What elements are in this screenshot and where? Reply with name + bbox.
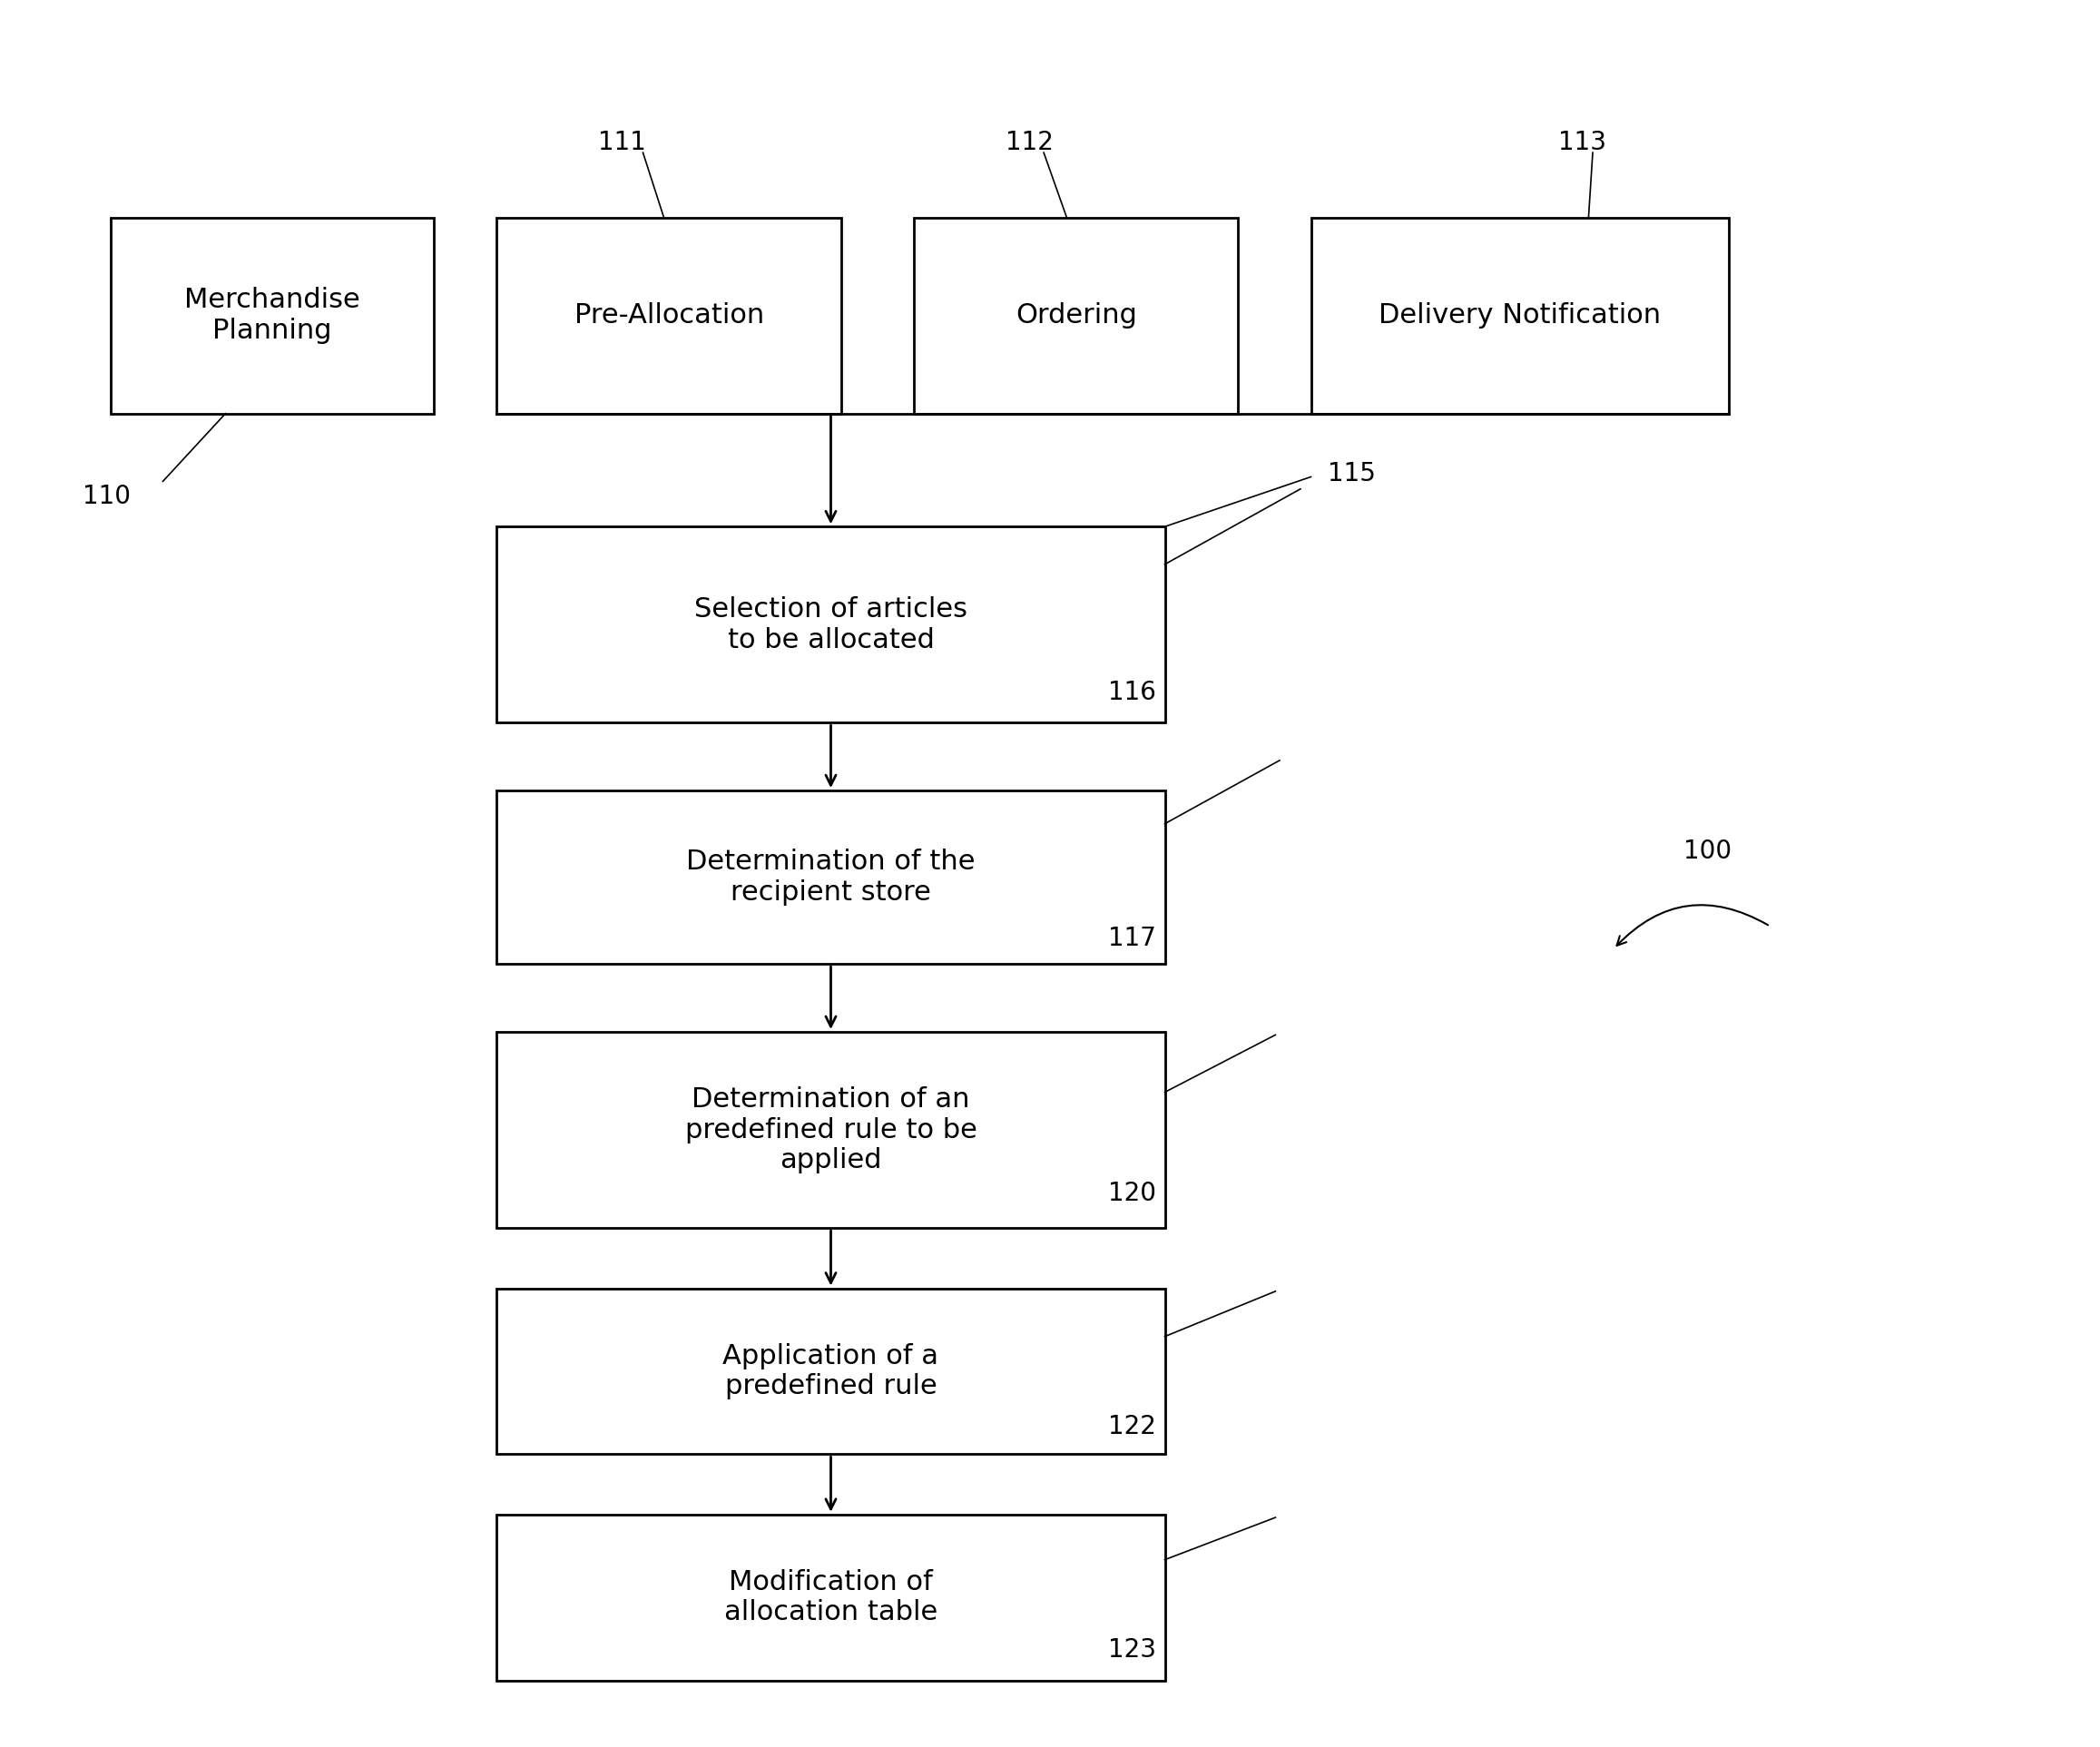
- Bar: [498, 1032, 1166, 1228]
- Bar: [498, 1288, 1166, 1454]
- Text: 110: 110: [82, 484, 130, 508]
- Text: 116: 116: [1109, 680, 1157, 706]
- Text: Delivery Notification: Delivery Notification: [1378, 302, 1661, 328]
- Text: 122: 122: [1109, 1415, 1157, 1440]
- Text: Modification of
allocation table: Modification of allocation table: [724, 1569, 937, 1626]
- Text: 100: 100: [1684, 839, 1732, 863]
- Bar: [498, 217, 842, 414]
- Bar: [914, 217, 1237, 414]
- Text: Determination of the
recipient store: Determination of the recipient store: [687, 849, 974, 905]
- Text: 120: 120: [1109, 1181, 1157, 1205]
- Text: 113: 113: [1558, 129, 1606, 155]
- Text: Determination of an
predefined rule to be
applied: Determination of an predefined rule to b…: [685, 1087, 976, 1174]
- Text: Merchandise
Planning: Merchandise Planning: [185, 287, 361, 344]
- Text: 112: 112: [1006, 129, 1052, 155]
- Text: 123: 123: [1109, 1637, 1157, 1663]
- Bar: [111, 217, 435, 414]
- Bar: [498, 1515, 1166, 1681]
- Text: Selection of articles
to be allocated: Selection of articles to be allocated: [695, 596, 968, 653]
- Text: Application of a
predefined rule: Application of a predefined rule: [722, 1343, 939, 1399]
- Bar: [498, 526, 1166, 723]
- Bar: [1310, 217, 1728, 414]
- Text: 117: 117: [1109, 926, 1157, 950]
- Text: 111: 111: [598, 129, 647, 155]
- Bar: [498, 791, 1166, 964]
- Text: 115: 115: [1327, 461, 1376, 487]
- Text: Ordering: Ordering: [1014, 302, 1136, 328]
- Text: Pre-Allocation: Pre-Allocation: [573, 302, 764, 328]
